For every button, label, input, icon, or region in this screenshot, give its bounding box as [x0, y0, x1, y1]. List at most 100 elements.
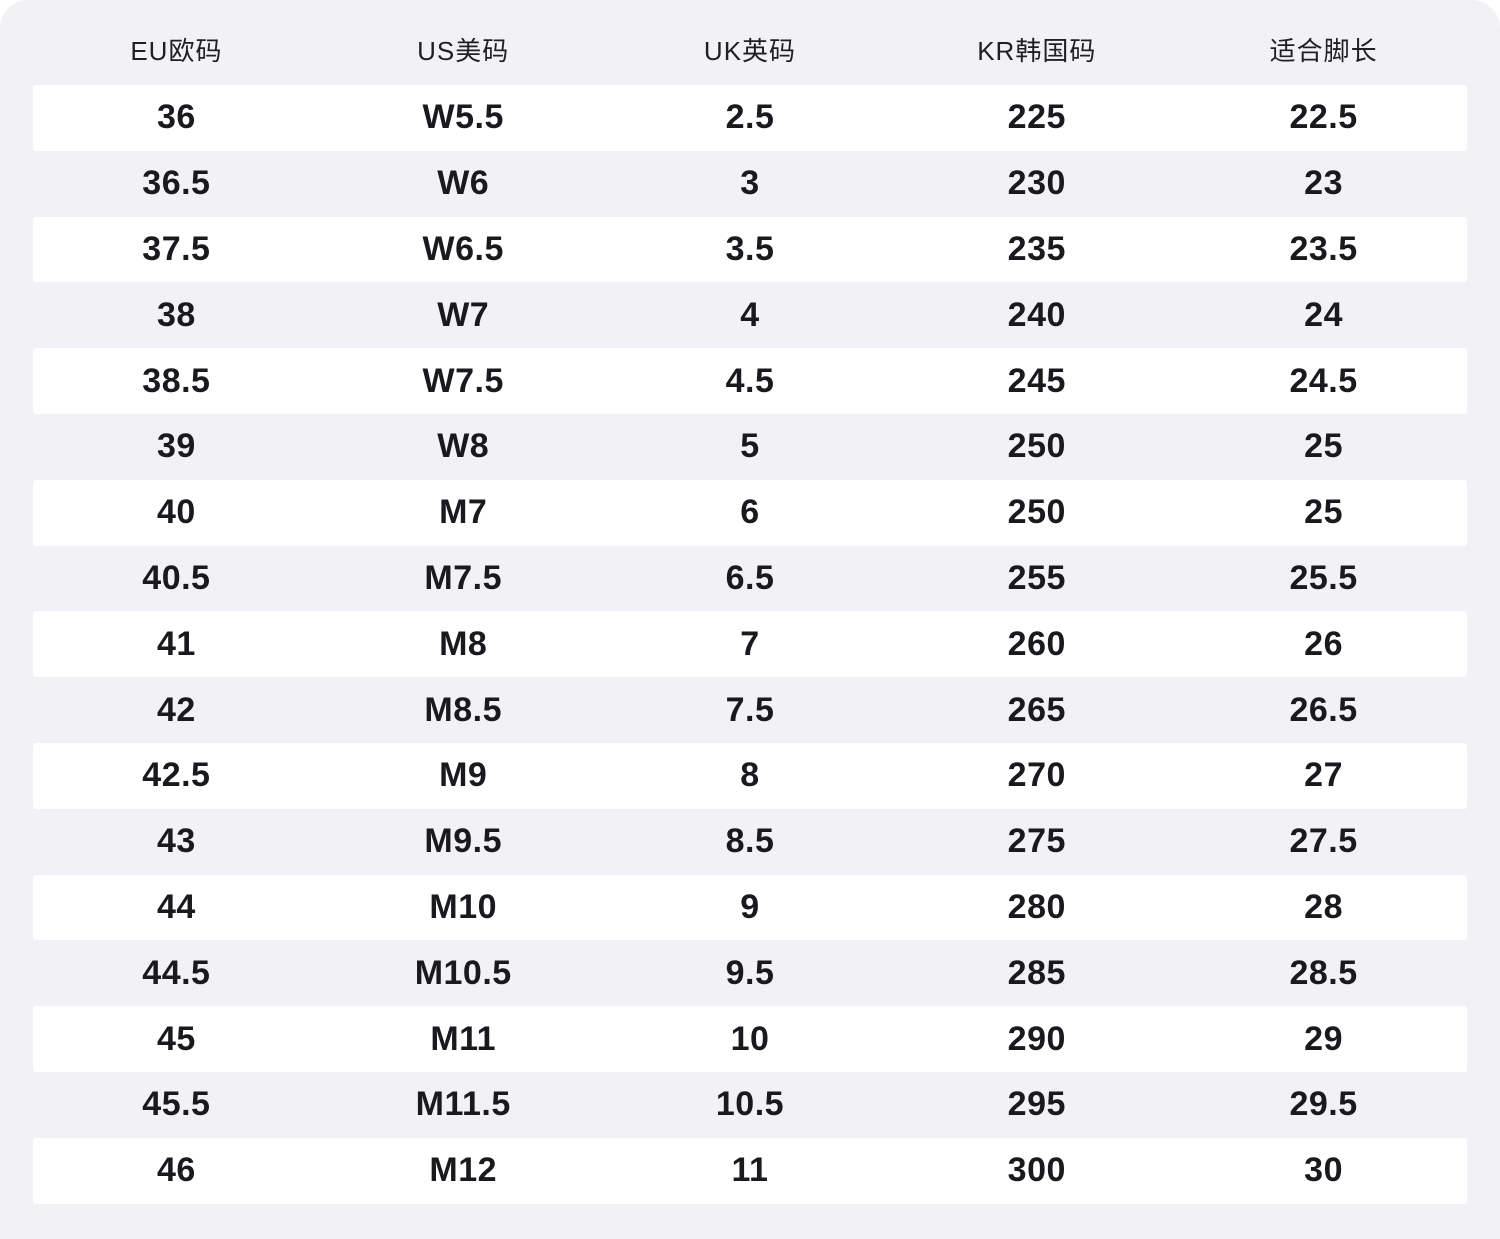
column-header-kr: KR韩国码 [977, 36, 1097, 66]
column-header-foot-length: 适合脚长 [1269, 36, 1378, 66]
table-row: 40 M7 6 250 25 [33, 479, 1467, 546]
table-cell-kr: 250 [1007, 493, 1066, 532]
table-cell-us: M9 [439, 756, 488, 795]
table-cell-us: M11 [430, 1019, 497, 1058]
table-row: 39 W8 5 250 25 [33, 414, 1467, 480]
table-cell-eu: 36 [156, 98, 196, 137]
table-cell-foot-length: 25 [1304, 427, 1343, 466]
table-cell-kr: 235 [1007, 229, 1066, 268]
table-cell-us: W7.5 [422, 361, 504, 400]
table-cell-uk: 3 [740, 164, 760, 203]
table-cell-eu: 37.5 [142, 229, 211, 268]
table-cell-foot-length: 25 [1304, 493, 1343, 532]
table-row: 37.5 W6.5 3.5 235 23.5 [33, 216, 1467, 283]
table-cell-kr: 260 [1007, 624, 1066, 663]
table-cell-foot-length: 29 [1304, 1019, 1343, 1058]
table-row: 38 W7 4 240 24 [33, 282, 1467, 348]
table-cell-eu: 42 [156, 690, 196, 729]
table-row: 36.5 W6 3 230 23 [33, 151, 1467, 217]
table-cell-us: W7 [437, 295, 490, 334]
table-cell-foot-length: 24 [1304, 295, 1343, 334]
table-cell-uk: 8.5 [725, 822, 775, 861]
column-header-us: US美码 [417, 36, 510, 66]
table-cell-uk: 8 [740, 756, 760, 795]
table-row: 36 W5.5 2.5 225 22.5 [33, 85, 1467, 151]
column-header-uk: UK英码 [703, 36, 797, 66]
table-cell-uk: 7 [740, 624, 760, 663]
table-cell-foot-length: 23.5 [1289, 229, 1358, 268]
table-cell-us: W6.5 [422, 229, 504, 268]
table-cell-eu: 38 [156, 295, 196, 334]
table-cell-kr: 250 [1007, 427, 1066, 466]
table-cell-kr: 265 [1007, 690, 1066, 729]
table-cell-eu: 43 [156, 822, 196, 861]
table-cell-uk: 9 [740, 887, 760, 926]
table-cell-uk: 9.5 [725, 953, 775, 992]
table-cell-eu: 36.5 [142, 164, 211, 203]
table-cell-uk: 3.5 [725, 229, 775, 268]
table-cell-us: M7.5 [424, 558, 502, 597]
table-cell-eu: 40 [156, 493, 196, 532]
table-row: 45.5 M11.5 10.5 295 29.5 [33, 1072, 1467, 1138]
table-cell-kr: 255 [1007, 558, 1066, 597]
table-row: 46 M12 11 300 30 [33, 1137, 1467, 1204]
table-cell-kr: 230 [1007, 164, 1066, 203]
table-cell-eu: 45.5 [142, 1085, 211, 1124]
table-cell-foot-length: 27.5 [1289, 822, 1358, 861]
table-row: 38.5 W7.5 4.5 245 24.5 [33, 348, 1467, 414]
table-cell-uk: 5 [740, 427, 760, 466]
table-cell-us: W8 [437, 427, 490, 466]
table-row: 44.5 M10.5 9.5 285 28.5 [33, 940, 1467, 1006]
table-cell-eu: 40.5 [142, 558, 211, 597]
table-row: 41 M8 7 260 26 [33, 611, 1467, 678]
table-cell-foot-length: 30 [1304, 1151, 1343, 1190]
size-chart-header-row: EU欧码 US美码 UK英码 KR韩国码 适合脚长 [0, 0, 1500, 85]
table-row: 43 M9.5 8.5 275 27.5 [33, 809, 1467, 875]
table-cell-us: M10.5 [414, 953, 512, 992]
table-cell-foot-length: 28 [1304, 887, 1343, 926]
table-row: 40.5 M7.5 6.5 255 25.5 [33, 546, 1467, 612]
table-row: 42.5 M9 8 270 27 [33, 742, 1467, 809]
table-cell-kr: 295 [1007, 1085, 1066, 1124]
table-cell-uk: 7.5 [725, 690, 775, 729]
table-cell-uk: 2.5 [725, 98, 775, 137]
table-cell-us: W6 [437, 164, 490, 203]
table-cell-uk: 4.5 [725, 361, 775, 400]
table-cell-foot-length: 24.5 [1289, 361, 1358, 400]
table-cell-uk: 6 [740, 493, 760, 532]
column-header-eu: EU欧码 [130, 36, 223, 66]
table-cell-eu: 39 [156, 427, 196, 466]
table-cell-uk: 10 [730, 1019, 770, 1058]
table-cell-foot-length: 27 [1304, 756, 1343, 795]
table-row: 42 M8.5 7.5 265 26.5 [33, 677, 1467, 743]
table-cell-eu: 44 [156, 887, 196, 926]
table-cell-foot-length: 23 [1304, 164, 1343, 203]
table-row: 45 M11 10 290 29 [33, 1006, 1467, 1072]
table-cell-kr: 225 [1007, 98, 1066, 137]
table-cell-kr: 275 [1007, 822, 1066, 861]
table-cell-us: M9.5 [424, 822, 502, 861]
table-cell-kr: 280 [1007, 887, 1066, 926]
table-cell-kr: 245 [1007, 361, 1066, 400]
table-cell-kr: 240 [1007, 295, 1066, 334]
table-cell-eu: 42.5 [142, 756, 211, 795]
table-cell-us: W5.5 [422, 98, 504, 137]
table-cell-eu: 45 [156, 1019, 196, 1058]
table-cell-eu: 38.5 [142, 361, 211, 400]
table-cell-foot-length: 26 [1304, 624, 1343, 663]
table-cell-kr: 285 [1007, 953, 1066, 992]
table-cell-foot-length: 22.5 [1289, 98, 1358, 137]
table-cell-us: M12 [429, 1151, 498, 1190]
table-cell-foot-length: 28.5 [1289, 953, 1358, 992]
table-cell-foot-length: 26.5 [1289, 690, 1358, 729]
table-cell-us: M10 [429, 887, 498, 926]
table-cell-uk: 4 [740, 295, 760, 334]
table-cell-uk: 10.5 [715, 1085, 785, 1124]
table-cell-us: M8 [439, 624, 488, 663]
table-row: 44 M10 9 280 28 [33, 874, 1467, 941]
table-cell-uk: 6.5 [725, 558, 775, 597]
table-cell-eu: 46 [156, 1151, 196, 1190]
table-cell-us: M8.5 [424, 690, 502, 729]
table-cell-kr: 290 [1007, 1019, 1066, 1058]
